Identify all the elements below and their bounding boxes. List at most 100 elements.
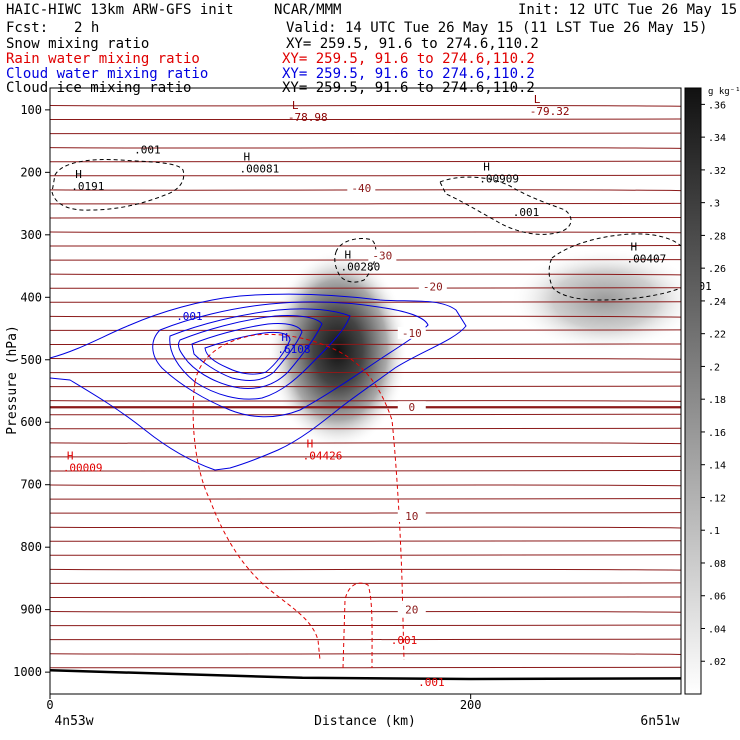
- institution-label: NCAR/MMM: [274, 2, 342, 18]
- isotherm-line: [50, 147, 681, 149]
- colorbar-tick-label: .26: [708, 264, 726, 275]
- cloud-water-contour: [191, 323, 303, 381]
- snow-contour: [439, 176, 572, 235]
- isotherm-line: [50, 455, 681, 458]
- isotherm-label: 10: [405, 510, 418, 523]
- isotherm-line: [50, 638, 681, 641]
- cloud-water-contour: [152, 301, 429, 418]
- isotherm-line: [50, 596, 681, 599]
- extremum-marker: H: [75, 168, 82, 181]
- isotherm-line: [50, 666, 681, 669]
- y-tick-label: 200: [20, 165, 42, 179]
- x-left-location: 4n53w: [54, 714, 93, 729]
- isotherm-label-bg: [418, 280, 447, 293]
- colorbar-tick-label: .02: [708, 657, 726, 668]
- isotherm-line: [50, 568, 681, 571]
- extremum-marker: L: [534, 93, 541, 106]
- isotherm-line: [50, 259, 681, 261]
- forecast-hours: 2 h: [74, 20, 100, 36]
- isotherm-line: [50, 174, 681, 177]
- isotherm-line: [50, 582, 681, 585]
- isotherm-line: [50, 118, 681, 121]
- rain-water-contour: [342, 582, 373, 669]
- isotherm-line: [50, 202, 681, 205]
- x-right-location: 6n51w: [640, 714, 679, 729]
- contour-label: .001: [134, 144, 161, 157]
- colorbar-ticks: .36 .34 .32 .3 .28 .26 .24 .22 .2 .18 .16 .14 .12 .1.…: [701, 100, 726, 668]
- isotherm-line: [50, 301, 681, 303]
- colorbar-tick-label: .14: [708, 461, 726, 472]
- cloud-water-contour: [204, 331, 291, 375]
- valid-time: Valid: 14 UTC Tue 26 May 15 (11 LST Tue …: [286, 20, 708, 36]
- isotherm-line: [50, 104, 681, 107]
- extremum-value: .00407: [627, 252, 667, 265]
- mixing-ratio-contours: [50, 159, 681, 681]
- isotherm-label-bg: [347, 181, 376, 194]
- x-axis-title: Distance (km): [314, 714, 416, 729]
- contour-label: .001: [513, 206, 540, 219]
- surface-pressure-line: [50, 669, 681, 681]
- isotherm-label: -10: [402, 327, 422, 340]
- isotherm-label-bg: [397, 603, 426, 616]
- x-tick-label: 200: [460, 698, 482, 712]
- colorbar-tick-label: .3: [708, 199, 720, 210]
- field-rain-xy: XY= 259.5, 91.6 to 274.6,110.2: [282, 51, 535, 67]
- extremum-marker: H: [281, 331, 288, 344]
- colorbar-unit: g kg⁻¹: [708, 87, 740, 97]
- isotherm-label-bg: [397, 401, 426, 414]
- extremum-value: .6108: [277, 343, 310, 356]
- field-cloud-ice-xy: XY= 259.5, 91.6 to 274.6,110.2: [282, 80, 535, 96]
- isotherm-line: [50, 357, 681, 360]
- colorbar-tick-label: .22: [708, 330, 726, 341]
- colorbar-tick-label: .2: [708, 362, 720, 373]
- field-cloud-water-name: Cloud water mixing ratio: [6, 66, 209, 82]
- isotherm-label-bg: [397, 326, 426, 339]
- extremum-marker: H: [244, 150, 251, 163]
- isotherm-line: [50, 400, 681, 402]
- isotherm-line: [50, 371, 681, 374]
- isotherm-label: 0: [408, 401, 415, 414]
- isotherm-label: -30: [372, 249, 392, 262]
- contour-label: .001: [391, 634, 418, 647]
- cloud-water-contour: [50, 293, 467, 471]
- colorbar-tick-label: .18: [708, 395, 726, 406]
- forecast-label: Fcst:: [6, 20, 49, 36]
- colorbar-tick-label: .1: [708, 526, 720, 537]
- plot-frame: [49, 87, 682, 695]
- y-tick-label: 500: [20, 353, 42, 367]
- y-tick-label: 600: [20, 415, 42, 429]
- y-tick-label: 300: [20, 228, 42, 242]
- isotherm-label: -40: [351, 182, 371, 195]
- extremum-value: .00909: [479, 172, 519, 185]
- colorbar-tick-label: .12: [708, 493, 726, 504]
- extremum-marker: H: [631, 240, 638, 253]
- extremum-marker: H: [307, 438, 314, 451]
- model-title: HAIC-HIWC 13km ARW-GFS init: [6, 2, 234, 18]
- y-axis-title: Pressure (hPa): [5, 325, 20, 435]
- y-tick-label: 700: [20, 478, 42, 492]
- field-snow-xy: XY= 259.5, 91.6 to 274.6,110.2: [286, 36, 539, 52]
- y-tick-label: 1000: [13, 665, 42, 679]
- isotherm-label-bg: [397, 509, 426, 522]
- extremum-marker: L: [292, 99, 299, 112]
- isotherm-line: [50, 385, 681, 388]
- cloud-ice-max-main: [268, 250, 408, 450]
- init-time: Init: 12 UTC Tue 26 May 15: [518, 2, 738, 18]
- colorbar-tick-label: .16: [708, 428, 726, 439]
- contour-label: .001: [176, 310, 203, 323]
- isotherm-line: [50, 498, 681, 500]
- cloud-water-contour: [177, 315, 323, 389]
- colorbar-tick-label: .28: [708, 231, 726, 242]
- isotherm-line: [50, 526, 681, 529]
- isotherm-line: [50, 329, 681, 331]
- isotherm-label: -20: [423, 281, 443, 294]
- isotherm-label-bg: [368, 249, 397, 262]
- isotherm-line: [50, 427, 681, 430]
- extremum-value: .00081: [240, 162, 280, 175]
- y-tick-label: 400: [20, 290, 42, 304]
- isotherm-line: [50, 512, 681, 514]
- extremum-value: .00280: [340, 260, 380, 273]
- y-tick-label: 900: [20, 603, 42, 617]
